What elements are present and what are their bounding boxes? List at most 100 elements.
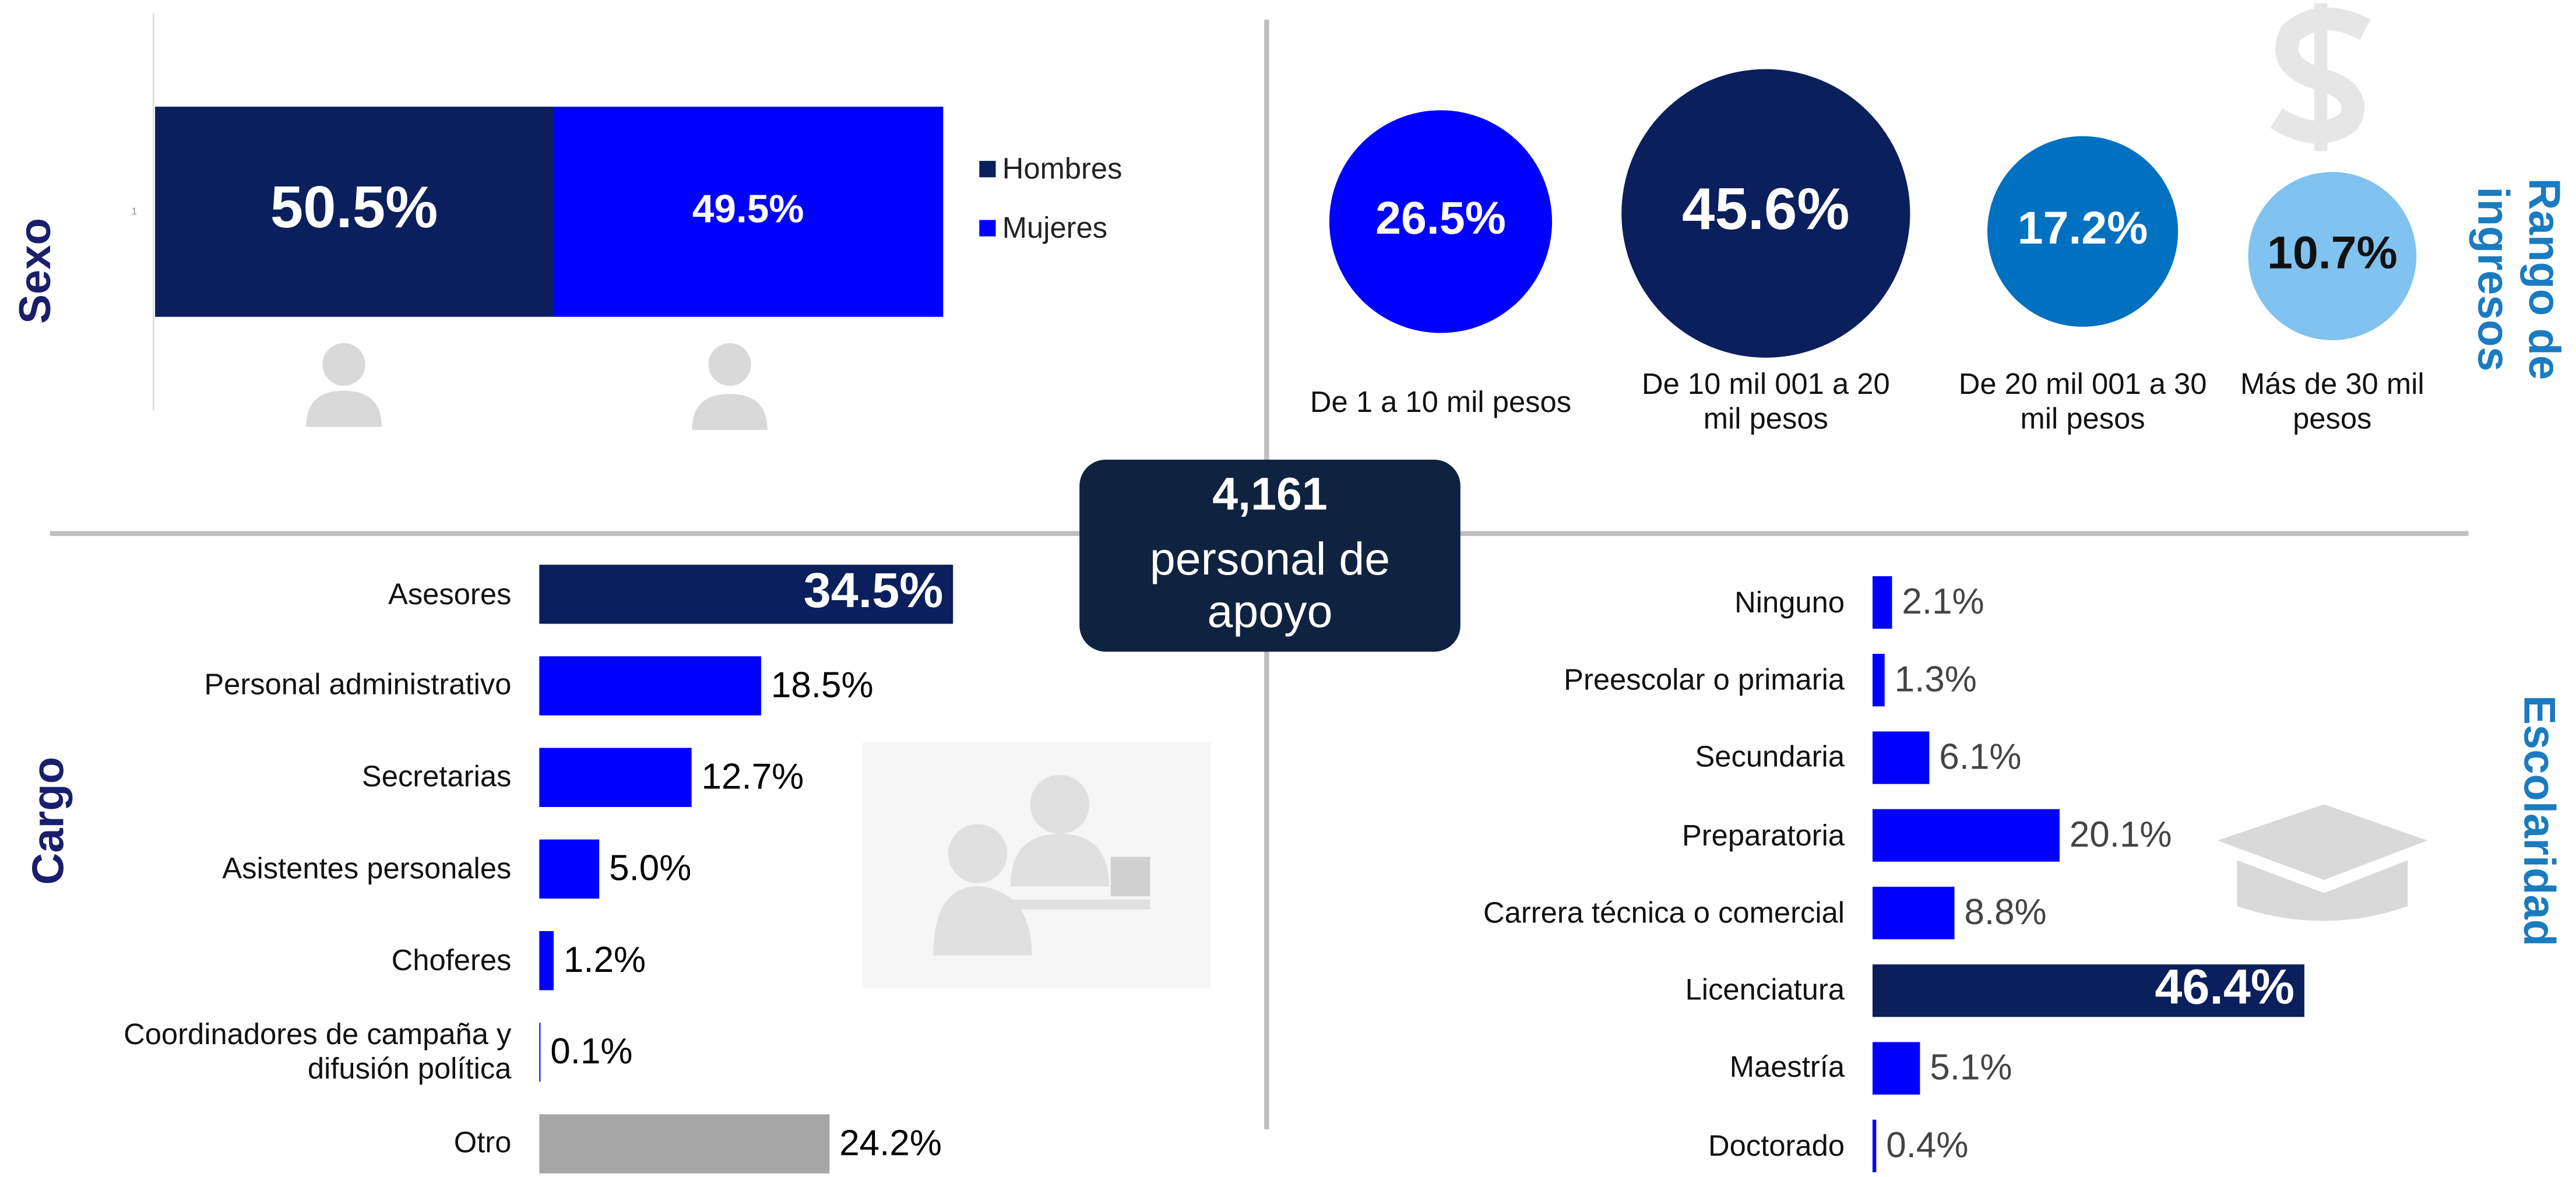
bar <box>539 1023 541 1082</box>
bar <box>1872 886 1955 940</box>
bar-segment <box>155 107 553 317</box>
person-icon <box>306 343 768 431</box>
category-label-box: Asesores <box>388 577 512 611</box>
bubble <box>1987 136 2179 327</box>
bar <box>1872 1042 1920 1095</box>
value-label: 6.1% <box>1939 737 2021 777</box>
category-label-box: De 1 a 10 mil pesos <box>1310 385 1572 418</box>
category-label-box: Carrera técnica o comercial <box>1483 896 1845 929</box>
value-label: 1.2% <box>564 940 646 980</box>
value-label: 0.1% <box>550 1031 632 1072</box>
bar <box>539 748 692 807</box>
category-label: Preescolar o primaria <box>1564 663 1845 696</box>
bubble <box>2248 172 2417 340</box>
category-label-box: Asistentes personales <box>222 852 512 885</box>
legend-label: Mujeres <box>1002 211 1107 244</box>
category-label: Carrera técnica o comercial <box>1483 896 1845 929</box>
category-label-box: Secretarias <box>361 760 512 794</box>
bar <box>539 839 600 899</box>
category-label-box: Choferes <box>391 943 512 977</box>
bar <box>1872 809 2060 862</box>
chart-title-box: Escolaridad <box>2514 695 2563 947</box>
value-label: 5.1% <box>1930 1048 2012 1088</box>
category-label: Asistentes personales <box>222 852 512 885</box>
value-label: 24.2% <box>839 1123 942 1163</box>
value-label: 34.5% <box>804 562 944 618</box>
y-tick-label: 1 <box>132 206 137 217</box>
category-label: De 1 a 10 mil pesos <box>1310 385 1572 418</box>
category-label-box: Licenciatura <box>1685 974 1845 1007</box>
chart-title: Sexo <box>11 217 61 324</box>
category-label: Doctorado <box>1708 1129 1845 1162</box>
category-label-box: Ninguno <box>1734 585 1845 619</box>
bar <box>539 565 953 624</box>
category-label-box: Más de 30 mil pesos <box>2240 368 2424 435</box>
value-label: 5.0% <box>609 848 691 889</box>
category-label-box: Secundaria <box>1695 741 1845 774</box>
value-label: 8.8% <box>1964 892 2046 932</box>
value-label: 17.2% <box>2018 202 2148 253</box>
category-label: Personal administrativo <box>204 668 512 702</box>
category-label: Maestría <box>1729 1051 1845 1084</box>
category-label: Secundaria <box>1695 741 1845 774</box>
category-label: Choferes <box>391 943 512 977</box>
value-label: 50.5% <box>270 174 438 240</box>
graduation-icon <box>2217 804 2428 921</box>
category-label-box: Coordinadores de campaña y difusión polí… <box>124 1018 512 1086</box>
bar <box>1872 654 1885 707</box>
category-label: Secretarias <box>361 760 512 794</box>
value-label: 0.4% <box>1886 1125 1968 1165</box>
category-label: Asesores <box>388 577 512 611</box>
bar <box>1872 964 2304 1017</box>
bar <box>1872 731 1930 784</box>
category-label-box: Preparatoria <box>1681 818 1845 851</box>
value-label: 1.3% <box>1895 659 1977 699</box>
category-label-box: De 10 mil 001 a 20 mil pesos <box>1641 368 1890 435</box>
category-label: De 10 mil 001 a 20 mil pesos <box>1641 368 1890 435</box>
chart-title: Rango de ingresos <box>2468 178 2569 380</box>
bar <box>539 931 554 991</box>
category-label-box: Preescolar o primaria <box>1564 663 1845 696</box>
category-label: De 20 mil 001 a 30 mil pesos <box>1958 368 2207 435</box>
category-label-box: Doctorado <box>1708 1129 1845 1162</box>
legend-swatch <box>979 220 996 237</box>
value-label: 49.5% <box>692 187 804 231</box>
category-label-box: Otro <box>453 1126 512 1160</box>
bar <box>1872 1119 1877 1172</box>
category-label-box: Personal administrativo <box>204 668 512 702</box>
total-text: personal de apoyo <box>1149 533 1391 637</box>
category-label: Preparatoria <box>1681 818 1845 851</box>
category-label-box: Maestría <box>1729 1051 1845 1084</box>
bar-segment <box>552 107 944 317</box>
bar <box>539 1114 830 1174</box>
chart-title-box: Sexo <box>11 217 61 324</box>
bubble <box>1329 110 1553 333</box>
value-label: 26.5% <box>1375 192 1506 244</box>
center-box <box>1079 459 1461 652</box>
value-label: 18.5% <box>771 665 874 705</box>
value-label: 12.7% <box>702 756 804 797</box>
value-label: 46.4% <box>2155 959 2295 1014</box>
total-count: 4,161 <box>1212 468 1327 519</box>
meeting-icon <box>863 742 1211 989</box>
category-label: Coordinadores de campaña y difusión polí… <box>124 1018 512 1086</box>
category-label: Licenciatura <box>1685 974 1845 1007</box>
category-label: Ninguno <box>1734 585 1845 619</box>
bar <box>1872 576 1892 629</box>
chart-title: Escolaridad <box>2514 695 2563 947</box>
category-label: Más de 30 mil pesos <box>2240 368 2424 435</box>
legend-label: Hombres <box>1002 151 1122 185</box>
bar <box>539 656 762 716</box>
chart-title-box: Rango de ingresos <box>2468 178 2569 380</box>
category-label: Otro <box>453 1126 512 1160</box>
bubble <box>1621 69 1910 358</box>
value-label: 20.1% <box>2070 815 2172 855</box>
total-text-box: personal de apoyo <box>1149 533 1391 637</box>
value-label: 45.6% <box>1682 176 1850 242</box>
category-label-box: De 20 mil 001 a 30 mil pesos <box>1958 368 2207 435</box>
legend-swatch <box>979 161 996 178</box>
value-label: 2.1% <box>1902 582 1984 622</box>
value-label: 10.7% <box>2267 227 2398 278</box>
